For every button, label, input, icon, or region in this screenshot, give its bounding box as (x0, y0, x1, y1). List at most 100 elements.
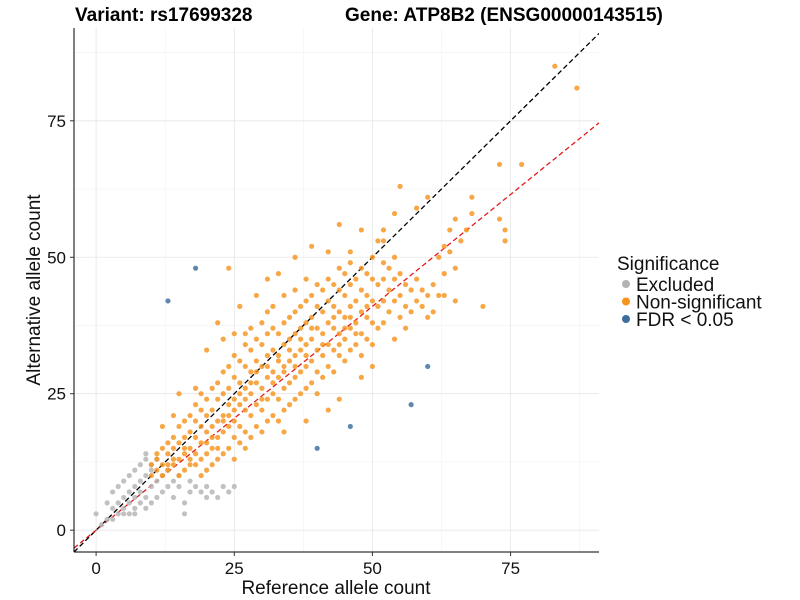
point-non-significant (187, 445, 193, 451)
chart-title-variant: Variant: rs17699328 (75, 5, 252, 26)
point-non-significant (281, 429, 287, 435)
point-non-significant (402, 325, 409, 331)
point-non-significant (380, 238, 387, 244)
point-non-significant (204, 467, 210, 473)
point-non-significant (259, 341, 265, 348)
point-non-significant (264, 418, 271, 424)
point-non-significant (220, 336, 226, 342)
point-non-significant (248, 412, 254, 419)
point-non-significant (237, 440, 243, 446)
point-non-significant (286, 402, 293, 408)
point-non-significant (309, 292, 315, 299)
point-non-significant (391, 210, 398, 217)
x-axis-ticks: 0 25 50 75 (91, 552, 520, 578)
point-excluded (154, 478, 160, 484)
point-non-significant (397, 183, 403, 189)
point-non-significant (281, 320, 287, 326)
point-non-significant (198, 407, 204, 413)
point-non-significant (154, 451, 160, 457)
point-non-significant (187, 429, 193, 435)
point-non-significant (402, 303, 409, 309)
point-non-significant (320, 341, 326, 348)
point-non-significant (181, 451, 188, 457)
y-tick-label: 50 (47, 248, 66, 267)
point-non-significant (358, 265, 364, 271)
point-non-significant (297, 325, 304, 331)
point-non-significant (342, 314, 348, 320)
point-non-significant (309, 314, 315, 320)
point-excluded (192, 483, 199, 490)
point-non-significant (496, 216, 503, 222)
point-excluded (226, 489, 232, 495)
point-non-significant (303, 341, 309, 348)
point-excluded (209, 489, 215, 495)
point-non-significant (176, 472, 182, 479)
point-non-significant (292, 287, 298, 293)
point-non-significant (353, 331, 359, 337)
point-excluded (126, 511, 132, 517)
x-tick-label: 25 (225, 559, 244, 578)
point-non-significant (192, 434, 199, 440)
point-excluded (121, 511, 127, 517)
point-fdr-0-05 (165, 298, 171, 304)
point-non-significant (259, 385, 265, 391)
point-excluded (176, 483, 182, 490)
point-non-significant (237, 358, 243, 364)
point-excluded (143, 472, 149, 479)
point-non-significant (342, 292, 348, 299)
point-non-significant (226, 445, 232, 451)
point-non-significant (176, 423, 182, 430)
point-excluded (154, 494, 160, 501)
point-non-significant (292, 254, 298, 260)
point-non-significant (170, 412, 177, 419)
point-non-significant (297, 336, 304, 342)
point-non-significant (270, 369, 276, 375)
point-non-significant (231, 434, 237, 440)
point-non-significant (159, 423, 166, 430)
legend-key-non-significant (622, 297, 630, 306)
point-non-significant (220, 412, 226, 419)
point-non-significant (176, 440, 182, 446)
point-non-significant (259, 429, 265, 435)
point-non-significant (375, 281, 381, 288)
point-non-significant (391, 298, 398, 304)
point-excluded (143, 505, 149, 511)
point-non-significant (353, 276, 359, 282)
point-non-significant (264, 331, 271, 337)
point-non-significant (209, 407, 215, 413)
point-non-significant (198, 423, 204, 430)
point-excluded (132, 467, 138, 473)
point-non-significant (425, 194, 431, 200)
point-non-significant (303, 298, 309, 304)
point-non-significant (226, 363, 232, 370)
point-non-significant (380, 276, 387, 282)
point-non-significant (369, 363, 376, 370)
point-non-significant (286, 380, 293, 386)
point-non-significant (154, 467, 160, 473)
point-non-significant (237, 391, 243, 397)
point-non-significant (215, 456, 221, 462)
point-non-significant (347, 281, 353, 288)
point-excluded (132, 494, 138, 501)
point-non-significant (320, 352, 326, 359)
point-non-significant (331, 281, 337, 288)
point-non-significant (469, 210, 475, 217)
point-non-significant (441, 271, 447, 277)
point-non-significant (463, 227, 469, 233)
point-non-significant (314, 391, 320, 397)
point-non-significant (430, 281, 436, 288)
point-non-significant (242, 341, 248, 348)
point-non-significant (198, 472, 204, 479)
point-excluded (165, 483, 171, 490)
legend-label-fdr-0-05: FDR < 0.05 (636, 310, 734, 331)
point-non-significant (552, 63, 558, 69)
point-non-significant (353, 298, 359, 304)
point-non-significant (220, 391, 226, 397)
point-non-significant (281, 292, 287, 299)
point-fdr-0-05 (192, 265, 199, 271)
point-fdr-0-05 (314, 445, 320, 451)
point-non-significant (574, 85, 580, 91)
point-excluded (137, 500, 143, 506)
point-non-significant (358, 331, 364, 337)
point-non-significant (154, 456, 160, 462)
